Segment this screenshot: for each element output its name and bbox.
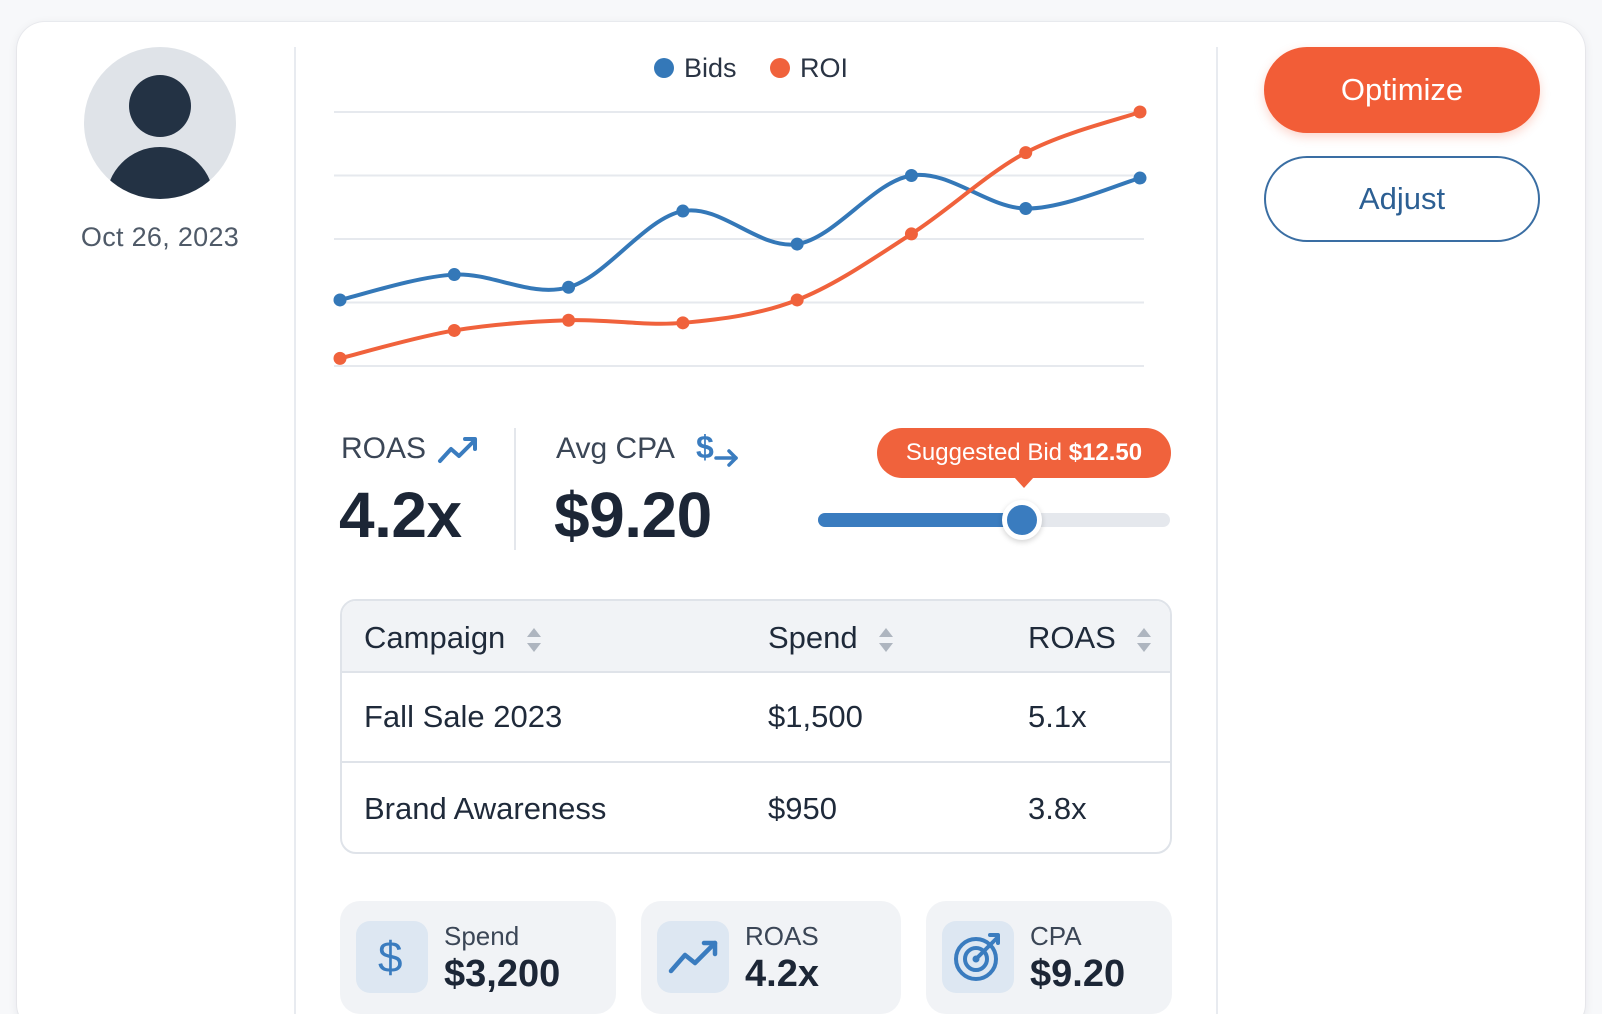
adjust-button[interactable]: Adjust — [1264, 156, 1540, 242]
suggested-bid-tooltip: Suggested Bid $12.50 — [877, 428, 1171, 488]
column-header-label: Spend — [768, 620, 858, 655]
data-point-bids[interactable] — [447, 268, 461, 282]
legend-bids-dot — [654, 58, 674, 78]
data-point-roi[interactable] — [676, 316, 690, 330]
series-line-roi — [338, 110, 1142, 361]
avatar-body — [106, 147, 214, 199]
data-point-bids[interactable] — [790, 237, 804, 251]
column-header-spend[interactable]: Spend — [768, 620, 894, 656]
suggested-bid-value: $12.50 — [1068, 439, 1143, 466]
data-point-roi[interactable] — [904, 227, 918, 241]
optimize-button[interactable]: Optimize — [1264, 47, 1540, 133]
stat-label: Spend — [444, 921, 520, 951]
data-point-bids[interactable] — [333, 293, 347, 307]
sort-icon — [879, 627, 894, 652]
avg-cpa-label: Avg CPA — [556, 432, 675, 465]
cell-spend: $1,500 — [768, 699, 863, 734]
stat-value: $3,200 — [444, 953, 561, 995]
trend-up-icon — [438, 437, 477, 463]
cell-campaign: Brand Awareness — [364, 791, 607, 826]
table-header: Campaign Spend ROAS — [342, 601, 1170, 673]
profile-date: Oct 26, 2023 — [80, 222, 240, 252]
data-point-bids[interactable] — [1019, 202, 1033, 216]
stat-tile-cpa[interactable]: CPA $9.20 — [926, 901, 1172, 1014]
dollar-arrow-icon: $ — [696, 429, 738, 467]
stat-label: CPA — [1030, 921, 1082, 951]
roas-label: ROAS — [341, 432, 427, 465]
data-point-bids[interactable] — [676, 204, 690, 218]
data-point-roi[interactable] — [1133, 105, 1147, 119]
column-header-campaign[interactable]: Campaign — [364, 620, 542, 656]
data-point-roi[interactable] — [562, 313, 576, 327]
column-header-label: ROAS — [1028, 620, 1116, 655]
sort-icon — [526, 627, 541, 652]
right-divider — [1216, 47, 1218, 1014]
sort-icon — [1137, 627, 1152, 652]
cell-roas: 5.1x — [1028, 699, 1087, 734]
column-header-label: Campaign — [364, 620, 506, 655]
line-chart: Bids ROI — [333, 53, 1147, 367]
dollar-icon: $ — [356, 921, 428, 993]
suggested-bid-label: Suggested Bid — [905, 439, 1063, 466]
stat-label: ROAS — [745, 921, 819, 951]
campaign-table: Campaign Spend ROAS Fall Sale 2023 $1,50… — [340, 599, 1172, 854]
legend-roi-dot — [770, 58, 790, 78]
chart-series — [333, 105, 1147, 365]
stat-value: 4.2x — [745, 953, 819, 995]
data-point-bids[interactable] — [1133, 171, 1147, 185]
avatar[interactable] — [84, 47, 236, 199]
data-point-bids[interactable] — [904, 169, 918, 182]
cell-campaign: Fall Sale 2023 — [364, 699, 563, 734]
bid-slider-thumb[interactable] — [1002, 500, 1043, 540]
roas-value: 4.2x — [339, 479, 462, 551]
avg-cpa-value: $9.20 — [554, 479, 712, 551]
table-row[interactable]: Fall Sale 2023 $1,500 5.1x — [342, 673, 1170, 763]
legend-roi-label: ROI — [800, 53, 848, 83]
data-point-roi[interactable] — [790, 293, 804, 307]
svg-text:$: $ — [378, 933, 402, 982]
bid-slider-track[interactable] — [818, 513, 1170, 527]
legend-bids-label: Bids — [684, 53, 737, 83]
cell-roas: 3.8x — [1028, 791, 1087, 826]
left-divider — [294, 47, 296, 1014]
chart-gridlines — [334, 111, 1144, 367]
avatar-head — [129, 75, 191, 137]
stat-value: $9.20 — [1030, 953, 1126, 995]
data-point-bids[interactable] — [562, 280, 576, 294]
data-point-roi[interactable] — [447, 323, 461, 337]
metrics-divider — [514, 428, 516, 550]
chart-legend: Bids ROI — [654, 53, 848, 83]
trend-up-icon — [657, 921, 729, 993]
data-point-roi[interactable] — [333, 351, 347, 365]
data-point-roi[interactable] — [1019, 146, 1033, 160]
svg-text:$: $ — [696, 429, 714, 465]
stat-tile-spend[interactable]: $ Spend $3,200 — [340, 901, 616, 1014]
table-row[interactable]: Brand Awareness $950 3.8x — [342, 765, 1170, 852]
column-header-roas[interactable]: ROAS — [1028, 620, 1152, 656]
cell-spend: $950 — [768, 791, 837, 826]
target-icon — [942, 921, 1014, 993]
bid-slider-fill — [818, 513, 1023, 527]
series-line-bids — [338, 172, 1142, 302]
stat-tile-roas[interactable]: ROAS 4.2x — [641, 901, 901, 1014]
